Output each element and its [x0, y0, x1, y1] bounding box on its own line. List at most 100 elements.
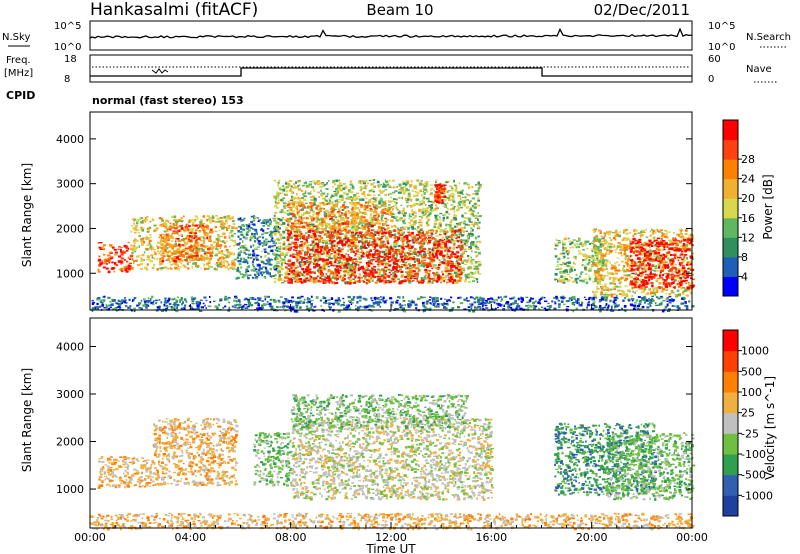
- velocity-ticks: 1000 2000 3000 4000: [56, 341, 692, 496]
- velocity-colorbar-swatch: [723, 392, 738, 414]
- velocity-colorbar-swatch: [723, 454, 738, 476]
- data-region: [554, 422, 658, 497]
- xtick-label: 12:00: [375, 531, 407, 544]
- power-colorbar-label-value: 16: [741, 212, 755, 225]
- velocity-colorbar-swatch: [723, 433, 738, 455]
- velocity-data: [90, 394, 696, 531]
- velocity-panel: 1000 2000 3000 4000 Slant Range [km] 1000 50…: [20, 317, 777, 531]
- data-region: [152, 417, 239, 487]
- power-colorbar-frame: [722, 119, 739, 297]
- xtick-label: 08:00: [275, 531, 307, 544]
- data-region: [253, 432, 294, 487]
- velocity-colorbar-swatch: [723, 330, 738, 352]
- power-colorbar-label-value: 20: [741, 192, 755, 205]
- freq-noise-scribble: [151, 68, 169, 74]
- power-colorbar-label: Power [dB]: [761, 174, 775, 239]
- power-colorbar-swatch: [723, 198, 738, 219]
- xtick-label: 00:00: [676, 531, 708, 544]
- noise-right-tick-bottom: 10^0: [708, 42, 735, 53]
- velocity-colorbar-swatch: [723, 474, 738, 496]
- velocity-colorbar-label-value: -25: [741, 427, 759, 440]
- power-ytick-label: 3000: [56, 178, 84, 191]
- data-region: [97, 455, 156, 489]
- power-colorbar-swatch: [723, 276, 738, 297]
- power-ytick-label: 1000: [56, 267, 84, 280]
- power-colorbar-swatch: [723, 159, 738, 180]
- power-colorbar-swatch: [723, 256, 738, 277]
- data-region: [283, 228, 464, 285]
- velocity-colorbar-label-value: 25: [741, 407, 755, 420]
- power-colorbar-label-value: 4: [741, 270, 748, 283]
- velocity-colorbar-label-value: -100: [741, 448, 766, 461]
- power-colorbar: 4 8 12 16 20 24 28: [722, 119, 755, 297]
- noise-left-tick-bottom: 10^0: [54, 42, 81, 53]
- velocity-colorbar: 1000 500 100 25 -25 -100 -500 -1000: [722, 329, 773, 517]
- power-colorbar-swatch: [723, 217, 738, 238]
- power-colorbar-swatch: [723, 237, 738, 258]
- freq-right-tick-bottom: 0: [708, 74, 714, 85]
- velocity-ylabel: Slant Range [km]: [20, 368, 34, 472]
- power-ylabel: Slant Range [km]: [20, 163, 34, 267]
- data-region: [433, 183, 447, 204]
- data-region: [290, 394, 469, 430]
- station-title: Hankasalmi (fitACF): [90, 0, 258, 20]
- xtick-label: 20:00: [576, 531, 608, 544]
- xtick-label: 04:00: [174, 531, 206, 544]
- power-colorbar-swatch: [723, 178, 738, 199]
- power-colorbar-label-value: 24: [741, 173, 755, 186]
- velocity-ytick-label: 2000: [56, 436, 84, 449]
- velocity-colorbar-swatch: [723, 350, 738, 372]
- freq-left-label-2: [MHz]: [4, 68, 33, 79]
- time-axis: 00:00 04:00 08:00 12:00 16:00 20:00 00:00: [74, 304, 708, 544]
- time-axis-label: Time UT: [365, 542, 416, 554]
- data-region: [91, 295, 695, 313]
- power-colorbar-label-value: 28: [741, 153, 755, 166]
- date-title: 02/Dec/2011: [594, 1, 690, 19]
- data-region: [160, 224, 214, 263]
- freq-left-label-1: Freq.: [6, 55, 31, 66]
- freq-panel: Freq. [MHz] 18 8 60 0 Nave: [4, 54, 778, 85]
- velocity-ytick-label: 3000: [56, 388, 84, 401]
- velocity-colorbar-frame: [722, 329, 739, 517]
- velocity-colorbar-label: Velocity [m s^-1]: [763, 376, 777, 480]
- power-ticks: 1000 2000 3000 4000: [56, 133, 692, 280]
- freq-left-tick-top: 18: [64, 54, 77, 65]
- velocity-colorbar-label-value: -1000: [741, 489, 773, 502]
- xtick-label: 00:00: [74, 531, 106, 544]
- velocity-colorbar-swatch: [723, 495, 738, 517]
- beam-title: Beam 10: [366, 1, 433, 19]
- noise-left-tick-top: 10^5: [54, 21, 81, 32]
- noise-left-label: N.Sky: [2, 32, 30, 43]
- velocity-colorbar-label-value: 500: [741, 365, 762, 378]
- freq-left-tick-bottom: 8: [64, 74, 70, 85]
- freq-trace: [90, 67, 692, 77]
- noise-panel: N.Sky 10^5 10^0 10^5 10^0 N.Search: [2, 20, 791, 53]
- data-region: [290, 417, 495, 501]
- data-region: [629, 237, 695, 290]
- noise-sky-trace: [89, 27, 693, 39]
- data-region: [130, 215, 239, 271]
- freq-right-tick-top: 60: [708, 54, 721, 65]
- velocity-ytick-label: 1000: [56, 483, 84, 496]
- nave-label: Nave: [746, 64, 772, 75]
- xtick-label: 16:00: [475, 531, 507, 544]
- data-region: [97, 241, 134, 274]
- cpid-value: normal (fast stereo) 153: [92, 94, 244, 107]
- velocity-colorbar-label-value: 1000: [741, 345, 769, 358]
- power-colorbar-label-value: 8: [741, 251, 748, 264]
- power-ytick-label: 2000: [56, 222, 84, 235]
- velocity-colorbar-label-value: 100: [741, 386, 762, 399]
- data-region: [286, 201, 394, 231]
- noise-right-label: N.Search: [746, 32, 791, 43]
- cpid-label: CPID: [6, 89, 35, 102]
- power-ytick-label: 4000: [56, 133, 84, 146]
- power-data: [91, 179, 695, 313]
- velocity-ytick-label: 4000: [56, 341, 84, 354]
- velocity-colorbar-label-value: -500: [741, 469, 766, 482]
- power-colorbar-swatch: [723, 139, 738, 160]
- velocity-colorbar-swatch: [723, 412, 738, 434]
- noise-right-tick-top: 10^5: [708, 21, 735, 32]
- power-colorbar-label-value: 12: [741, 231, 755, 244]
- power-panel: 1000 2000 3000 4000 Slant Range [km] 4 8 12 16…: [20, 111, 775, 313]
